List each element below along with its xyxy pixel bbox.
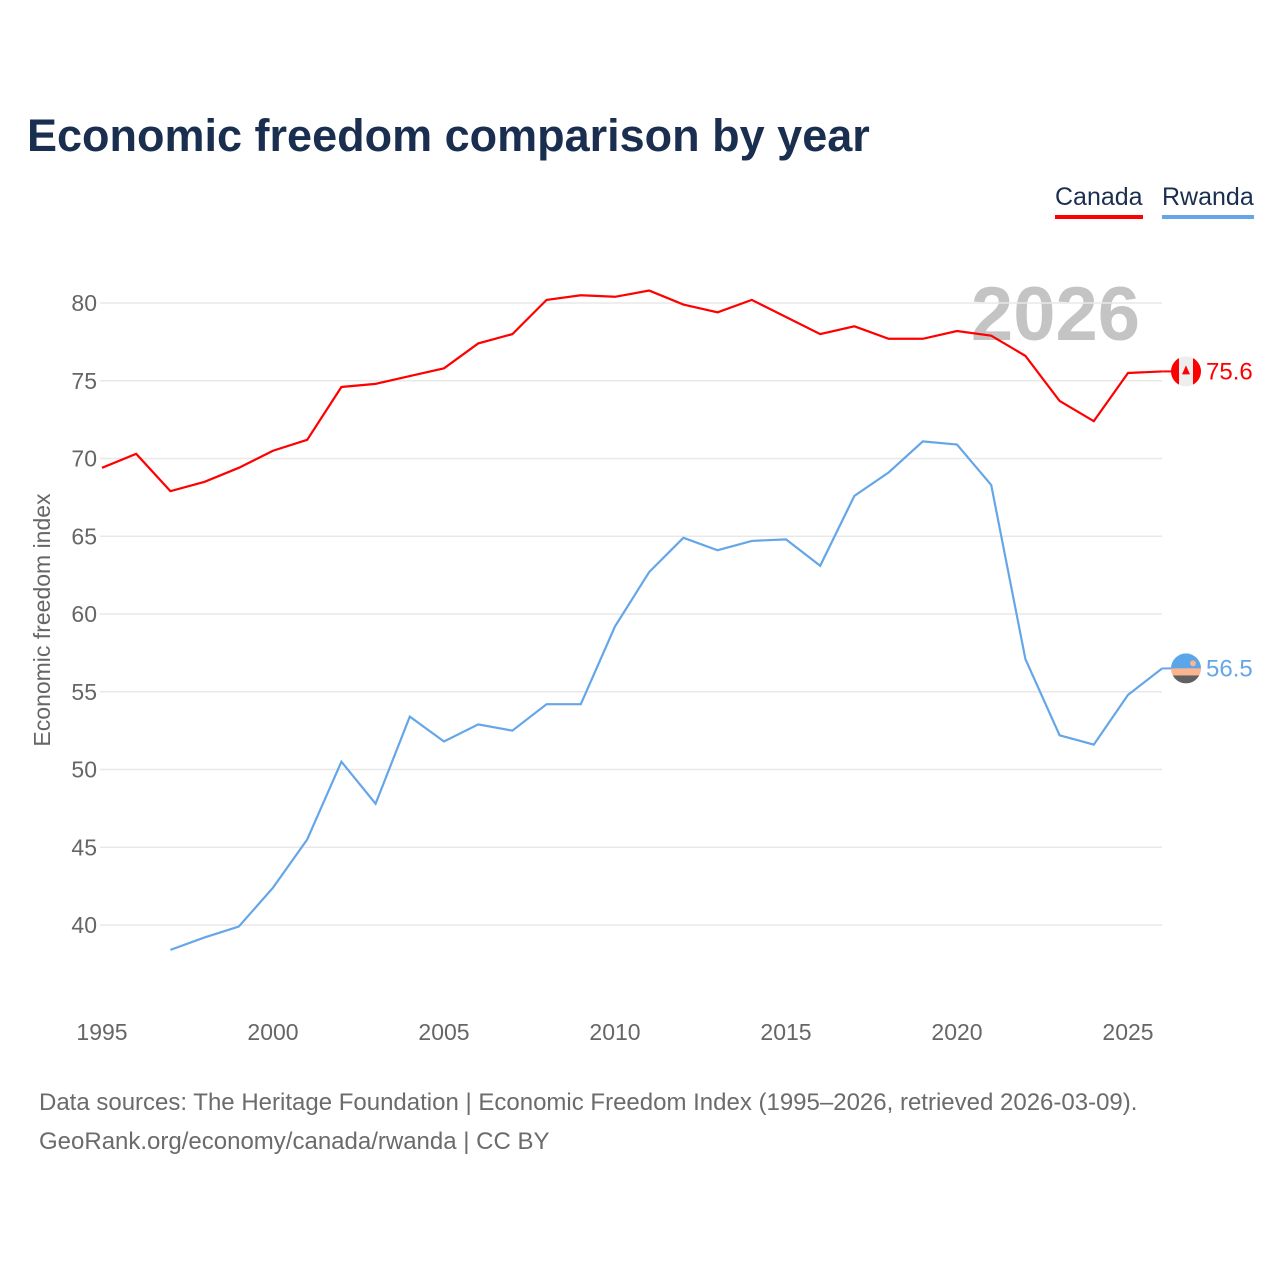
x-tick-label: 2025 [1102,1019,1153,1045]
series-line-rwanda [170,440,1163,951]
rwanda-flag-icon [1171,653,1201,684]
x-tick-label: 2015 [760,1019,811,1045]
x-tick-label: 1995 [76,1019,127,1045]
y-tick-label: 70 [71,446,97,472]
y-tick-label: 80 [71,290,97,316]
end-value-label-canada: 75.6 [1206,358,1253,385]
y-tick-label: 45 [71,834,97,860]
y-tick-label: 65 [71,523,97,549]
canada-flag-icon [1171,356,1201,387]
legend-item-canada[interactable]: Canada [1055,183,1143,219]
footer-credit: GeoRank.org/economy/canada/rwanda | CC B… [39,1128,550,1155]
y-tick-label: 50 [71,757,97,783]
y-tick-label: 60 [71,601,97,627]
y-tick-label: 75 [71,368,97,394]
y-axis-label: Economic freedom index [29,493,55,747]
end-value-label-rwanda: 56.5 [1206,655,1253,682]
x-tick-label: 2010 [589,1019,640,1045]
y-tick-label: 55 [71,679,97,705]
chart-title: Economic freedom comparison by year [27,110,870,161]
year-watermark: 2026 [971,272,1140,357]
series-line-canada [101,289,1163,493]
y-tick-label: 40 [71,912,97,938]
x-tick-label: 2000 [247,1019,298,1045]
x-tick-label: 2020 [931,1019,982,1045]
footer-sources: Data sources: The Heritage Foundation | … [39,1089,1138,1116]
x-tick-label: 2005 [418,1019,469,1045]
legend-item-rwanda[interactable]: Rwanda [1162,183,1254,219]
